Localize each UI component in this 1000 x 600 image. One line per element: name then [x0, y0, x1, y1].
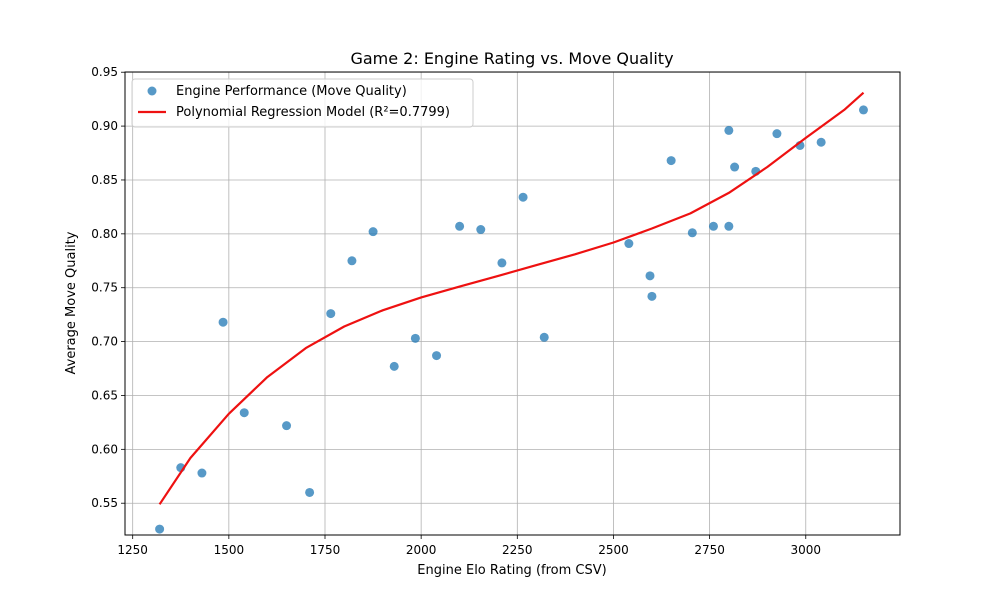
scatter-point — [282, 421, 292, 431]
scatter-point — [708, 221, 718, 231]
y-tick-label: 0.65 — [91, 388, 118, 402]
y-axis-label: Average Move Quality — [64, 231, 79, 374]
x-tick-label: 1250 — [117, 543, 148, 557]
scatter-point — [197, 468, 207, 478]
x-tick-label: 3000 — [790, 543, 821, 557]
plot-area-frame — [124, 71, 901, 536]
scatter-point — [816, 137, 826, 147]
y-tick-label: 0.95 — [91, 65, 118, 79]
scatter-point — [724, 125, 734, 135]
scatter-point — [724, 221, 734, 231]
y-tick-label: 0.75 — [91, 281, 118, 295]
y-tick-label: 0.70 — [91, 335, 118, 349]
x-axis-ticks: 1250 1500 1750 2000 2250 2500 2750 3000 — [117, 535, 821, 557]
x-tick-label: 2250 — [502, 543, 533, 557]
regression-line — [158, 91, 865, 505]
scatter-point — [455, 221, 465, 231]
scatter-point — [218, 317, 228, 327]
x-tick-label: 2500 — [598, 543, 629, 557]
scatter-point — [539, 332, 549, 342]
x-tick-label: 1750 — [310, 543, 341, 557]
scatter-point — [518, 192, 528, 202]
legend-label-scatter: Engine Performance (Move Quality) — [176, 84, 407, 99]
y-tick-label: 0.55 — [91, 496, 118, 510]
x-axis-label: Engine Elo Rating (from CSV) — [417, 563, 606, 578]
grid-lines — [125, 71, 900, 535]
scatter-point — [647, 291, 657, 301]
scatter-point — [666, 156, 676, 166]
scatter-point — [687, 228, 697, 238]
scatter-point — [730, 162, 740, 172]
scatter-point — [347, 256, 357, 266]
scatter-point — [410, 333, 420, 343]
legend: Engine Performance (Move Quality) Polyno… — [131, 78, 474, 128]
scatter-point — [497, 258, 507, 268]
scatter-point — [389, 361, 399, 371]
scatter-point — [624, 239, 634, 249]
scatter-point — [476, 225, 486, 235]
y-tick-label: 0.80 — [91, 227, 118, 241]
x-tick-label: 1500 — [214, 543, 245, 557]
scatter-point — [858, 105, 868, 115]
y-tick-label: 0.60 — [91, 442, 118, 456]
legend-label-line: Polynomial Regression Model (R²=0.7799) — [176, 105, 450, 120]
scatter-point — [305, 487, 315, 497]
scatter-point — [326, 309, 336, 319]
x-tick-label: 2000 — [406, 543, 437, 557]
x-tick-label: 2750 — [694, 543, 725, 557]
y-axis-ticks: 0.55 0.60 0.65 0.70 0.75 0.80 0.85 0.90 0.95 — [91, 65, 125, 510]
y-tick-label: 0.85 — [91, 173, 118, 187]
scatter-point — [368, 227, 378, 237]
scatter-point — [772, 129, 782, 139]
legend-box — [131, 78, 474, 128]
scatter-point — [239, 408, 249, 418]
scatter-point — [155, 524, 165, 534]
scatter-point — [432, 351, 442, 361]
data-marks — [155, 91, 868, 534]
legend-marker-scatter — [147, 86, 157, 96]
y-tick-label: 0.90 — [91, 119, 118, 133]
scatter-point — [645, 271, 655, 281]
chart-title: Game 2: Engine Rating vs. Move Quality — [350, 49, 673, 68]
